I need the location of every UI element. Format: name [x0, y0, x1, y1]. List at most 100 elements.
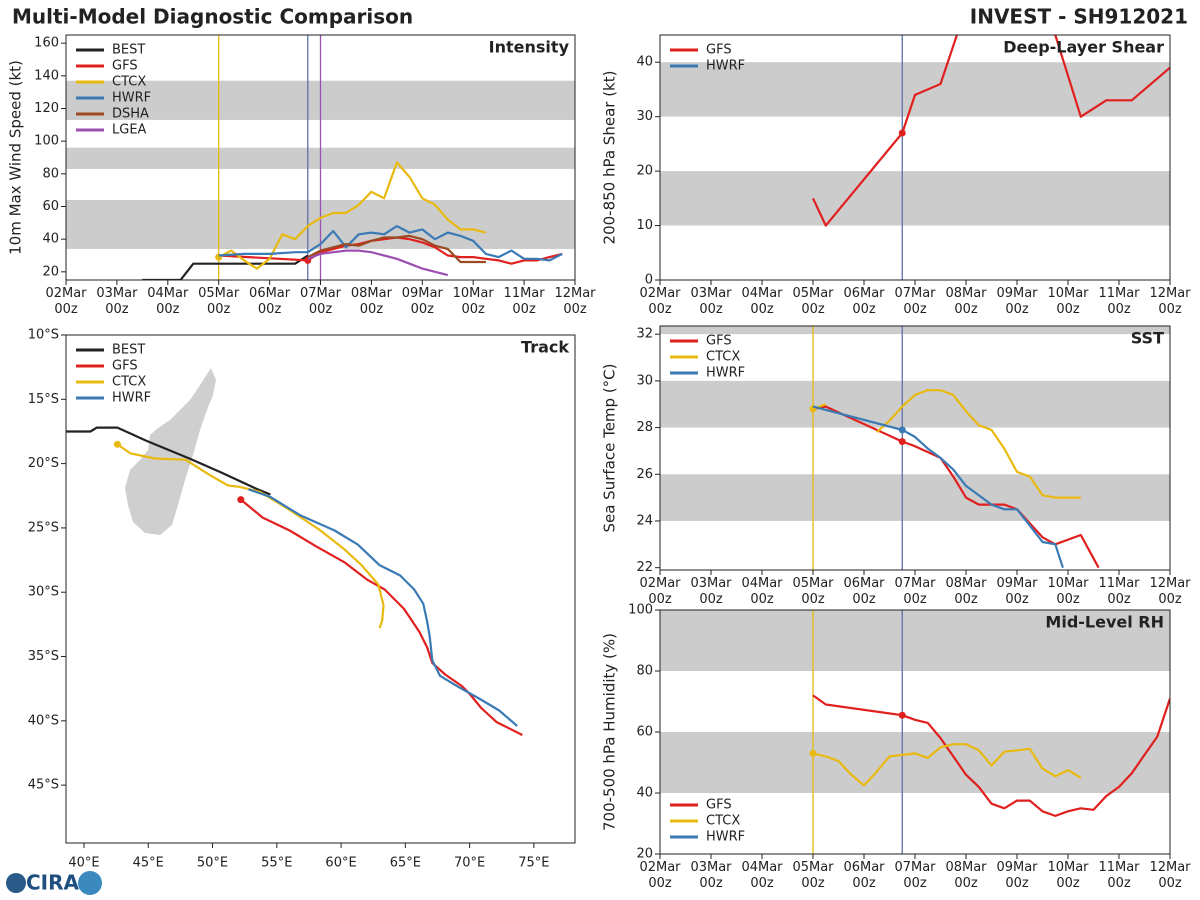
y-tick-label: 30°S [28, 585, 59, 600]
band [660, 474, 1170, 521]
x-tick-label: 05Mar 00z [792, 286, 834, 317]
y-tick-label: 0 [645, 273, 653, 288]
band [660, 326, 1170, 335]
logo-icon [78, 871, 102, 895]
x-tick-label: 12Mar 00z [554, 286, 596, 317]
y-axis-label: Sea Surface Temp (°C) [601, 363, 619, 532]
series-marker [809, 749, 817, 757]
x-tick-label: 06Mar 00z [843, 860, 885, 891]
plot-area [660, 35, 1170, 280]
plot-area [66, 35, 575, 280]
x-tick-label: 06Mar 00z [843, 286, 885, 317]
x-tick-label: 07Mar 00z [894, 286, 936, 317]
series-line [812, 405, 1100, 569]
band [660, 732, 1170, 793]
legend-label: HWRF [706, 830, 745, 845]
y-tick-label: 40°S [28, 713, 59, 728]
series-line [66, 426, 271, 496]
logo-icon [6, 873, 26, 893]
y-tick-label: 35°S [28, 649, 59, 664]
x-tick-label: 09Mar 00z [401, 286, 443, 317]
y-tick-label: 26 [636, 467, 653, 482]
series-line [307, 234, 486, 264]
series-line [218, 225, 563, 262]
x-tick-label: 40°E [68, 856, 99, 871]
x-tick-label: 45°E [133, 856, 164, 871]
logo-text: CIRA [26, 871, 80, 895]
series-line [812, 405, 1064, 569]
panel: 40°E 45°E 50°E 55°E 60°E 65°E 70°E 75°E 10°S 15°S… [28, 328, 576, 871]
legend-label: CTCX [706, 814, 740, 829]
x-tick-label: 04Mar 00z [147, 286, 189, 317]
y-tick-label: 40 [42, 232, 59, 247]
x-tick-label: 04Mar 00z [741, 576, 783, 607]
legend-label: GFS [706, 334, 732, 349]
y-tick-label: 30 [636, 373, 653, 388]
x-tick-label: 55°E [261, 856, 292, 871]
y-tick-label: 25°S [28, 520, 59, 535]
y-axis-label: 200-850 hPa Shear (kt) [601, 71, 619, 245]
legend-label: HWRF [112, 391, 151, 406]
x-tick-label: 05Mar 00z [792, 860, 834, 891]
legend-label: GFS [706, 43, 732, 58]
legend-label: GFS [706, 798, 732, 813]
x-tick-label: 10Mar 00z [1047, 286, 1089, 317]
panel: 22 24 26 28 30 32 Sea Surface Temp (°C) SST GFSC… [601, 325, 1171, 575]
x-tick-label: 09Mar 00z [996, 576, 1038, 607]
y-tick-label: 20 [636, 847, 653, 862]
y-tick-label: 80 [636, 664, 653, 679]
series-marker [113, 440, 121, 448]
x-tick-label: 02Mar 00z [45, 286, 87, 317]
panel: 20 40 60 80 100 120 140 160 10m Max Wind Speed (… [7, 34, 576, 285]
y-tick-label: 100 [628, 603, 653, 618]
x-tick-label: 07Mar 00z [894, 576, 936, 607]
x-tick-label: 05Mar 00z [198, 286, 240, 317]
x-tick-label: 50°E [197, 856, 228, 871]
x-tick-label: 09Mar 00z [996, 286, 1038, 317]
series-marker [898, 426, 906, 434]
x-tick-label: 10Mar 00z [1047, 576, 1089, 607]
series-line [218, 161, 487, 270]
legend-label: BEST [112, 43, 145, 58]
y-tick-label: 20 [636, 164, 653, 179]
band [660, 380, 1170, 428]
y-tick-label: 60 [636, 725, 653, 740]
legend-label: LGEA [112, 123, 147, 138]
x-tick-label: 03Mar 00z [690, 286, 732, 317]
x-tick-label: 11Mar 00z [1098, 860, 1140, 891]
y-axis-label: 700-500 hPa Humidity (%) [601, 633, 619, 831]
series-marker [898, 711, 906, 719]
x-tick-label: 05Mar 00z [792, 576, 834, 607]
plot-frame [65, 334, 576, 844]
panel-title: Track [521, 338, 569, 357]
y-tick-label: 100 [34, 134, 59, 149]
x-tick-label: 03Mar 00z [690, 576, 732, 607]
y-tick-label: 20 [42, 264, 59, 279]
legend-label: CTCX [706, 350, 740, 365]
y-tick-label: 20°S [28, 456, 59, 471]
x-tick-label: 12Mar 00z [1149, 860, 1191, 891]
plot-area [660, 326, 1170, 570]
x-tick-label: 75°E [518, 856, 549, 871]
series-marker [898, 438, 906, 446]
y-tick-label: 15°S [28, 392, 59, 407]
series-marker [237, 496, 245, 504]
y-tick-label: 40 [636, 55, 653, 70]
panel: 0 10 20 30 40 200-850 hPa Shear (kt) Deep-Laye… [601, 34, 1171, 288]
x-tick-label: 12Mar 00z [1149, 286, 1191, 317]
series-line [812, 694, 1170, 817]
panel: 20 40 60 80 100 700-500 hPa Humidity (%) Mid-L… [601, 603, 1171, 862]
y-tick-label: 24 [636, 513, 653, 528]
y-tick-label: 28 [636, 420, 653, 435]
y-axis-label: 10m Max Wind Speed (kt) [7, 60, 25, 255]
x-tick-label: 70°E [454, 856, 485, 871]
band [660, 171, 1170, 226]
x-tick-label: 10Mar 00z [1047, 860, 1089, 891]
x-tick-label: 10Mar 00z [452, 286, 494, 317]
